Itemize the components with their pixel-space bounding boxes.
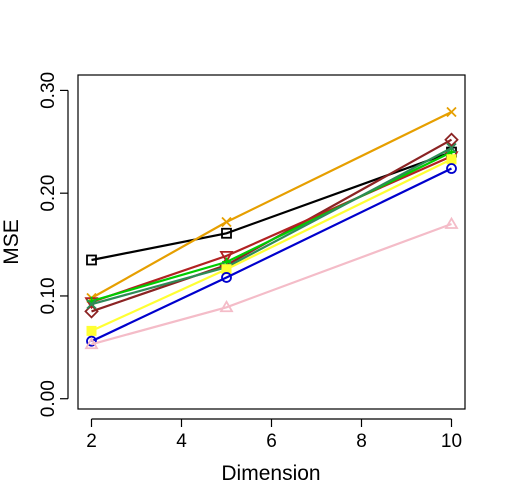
data-point <box>86 325 97 336</box>
series-group <box>86 163 457 347</box>
x-axis-title: Dimension <box>221 462 320 485</box>
series-line <box>91 151 452 262</box>
series-line <box>90 111 452 299</box>
series-line <box>91 151 452 303</box>
x-tick-label: 8 <box>356 431 367 452</box>
data-point <box>221 216 232 228</box>
y-tick-label: 0.00 <box>38 380 59 417</box>
x-tick-label: 10 <box>441 431 462 452</box>
data-point <box>446 154 457 165</box>
series-layer <box>84 106 459 350</box>
plot-frame <box>77 74 466 410</box>
x-tick-label: 4 <box>176 431 187 452</box>
data-point <box>221 227 232 239</box>
y-tick-label: 0.10 <box>38 277 59 314</box>
y-tick-label: 0.30 <box>38 72 59 109</box>
y-axis-title: MSE <box>0 219 23 265</box>
series-group <box>86 154 457 336</box>
series-line <box>91 167 452 343</box>
axes-layer: 2 4 6 8 10 0.00 0.10 0.20 0.30 <box>38 72 462 452</box>
data-point <box>446 163 457 174</box>
x-tick-label: 6 <box>266 431 277 452</box>
y-tick-label: 0.20 <box>38 175 59 212</box>
x-tick-label: 2 <box>86 431 97 452</box>
data-point <box>84 304 99 319</box>
data-point <box>444 132 459 148</box>
data-point <box>446 106 457 118</box>
series-line <box>91 222 452 346</box>
data-point <box>219 299 234 313</box>
data-point <box>84 336 99 350</box>
data-point <box>86 299 97 310</box>
data-point <box>86 335 97 347</box>
plot-area <box>77 74 466 410</box>
data-point <box>221 272 232 283</box>
series-group <box>86 106 457 304</box>
data-point <box>446 142 457 154</box>
series-group <box>84 216 459 350</box>
data-point <box>444 216 459 229</box>
data-point <box>219 250 234 264</box>
data-point <box>86 254 97 266</box>
